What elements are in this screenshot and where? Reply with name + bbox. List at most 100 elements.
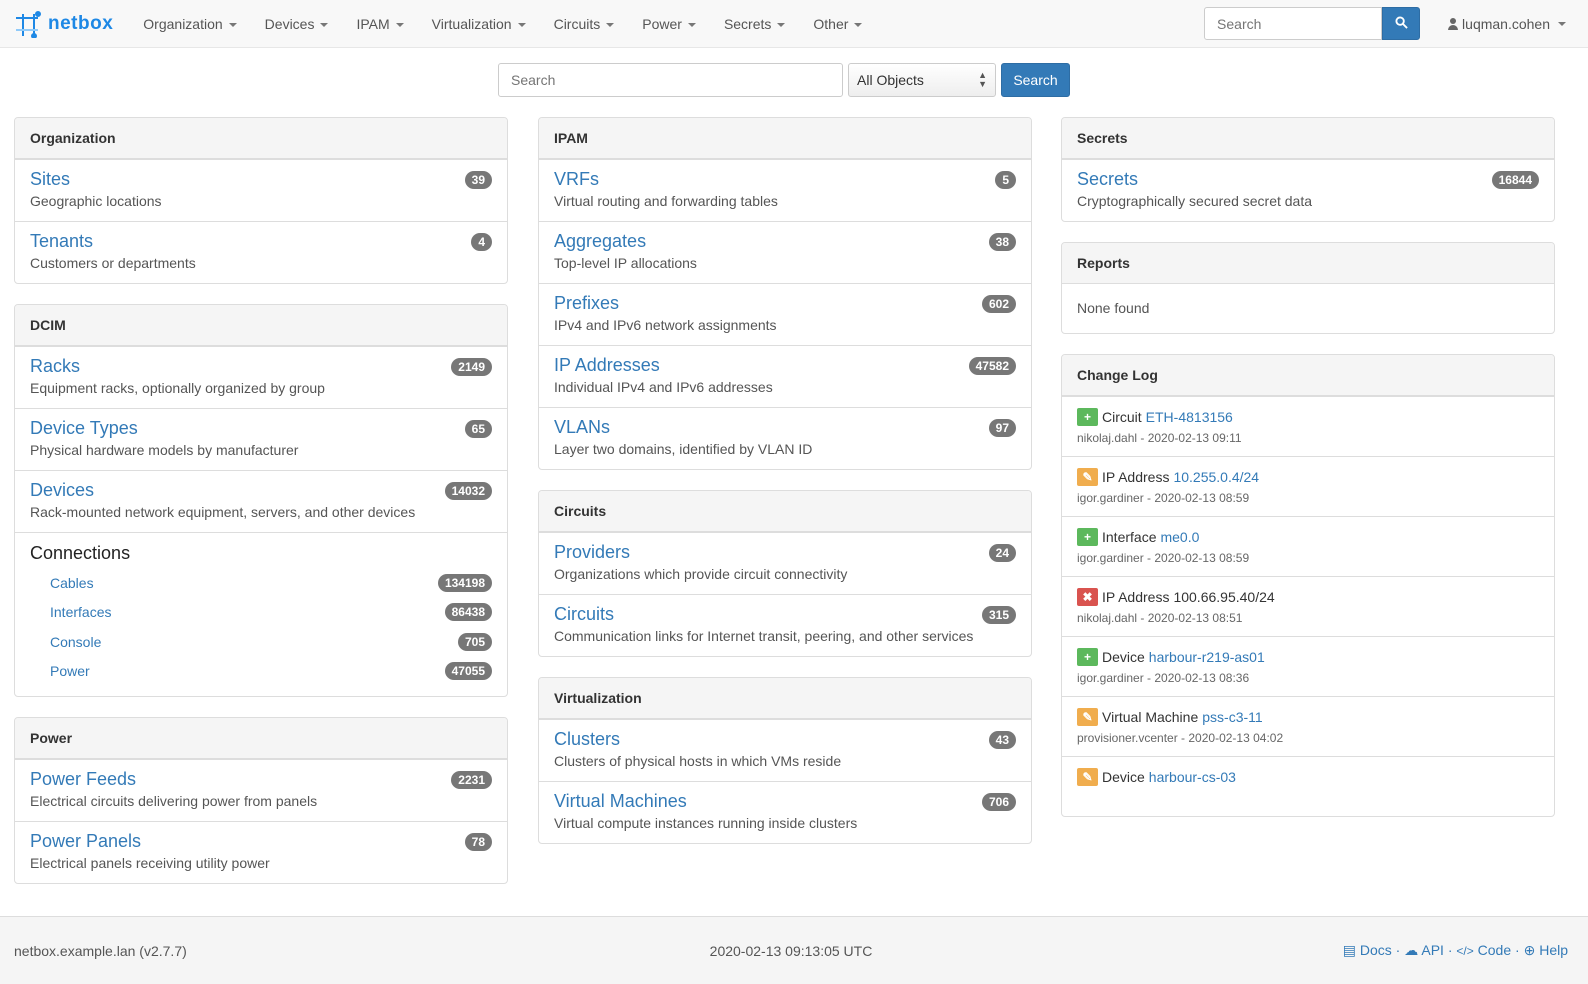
global-search: All Objects ▲▼ Search [498,63,1070,97]
racks-link[interactable]: Racks [30,356,81,376]
footer-time: 2020-02-13 09:13:05 UTC [709,942,873,959]
change-meta [1077,791,1539,805]
count-badge: 14032 [444,481,492,500]
object-link[interactable]: ETH-4813156 [1145,409,1233,425]
interfaces-link[interactable]: Interfaces [50,604,112,621]
empty-message: None found [1077,300,1150,316]
panel-ipam: IPAM VRFs 5 Virtual routing and forwarding … [538,117,1032,470]
list-item-racks: Racks 2149 Equipment racks, optionally org… [15,346,507,408]
help-link[interactable]: ⊕ Help [1524,942,1568,958]
console-link[interactable]: Console [50,633,102,650]
change-meta: nikolaj.dahl - 2020-02-13 09:11 [1077,431,1242,445]
object-link[interactable]: me0.0 [1160,529,1200,545]
secrets-link[interactable]: Secrets [1077,169,1139,189]
nav-search-button[interactable] [1382,7,1421,40]
item-description: Electrical circuits delivering power fro… [30,793,318,809]
providers-link[interactable]: Providers [554,542,631,562]
count-badge: 38 [988,232,1016,251]
nav-search-input[interactable] [1204,7,1383,40]
devices-link[interactable]: Devices [30,480,95,500]
vlans-link[interactable]: VLANs [554,417,611,437]
count-badge: 78 [464,832,492,851]
cloud-icon: ☁ [1404,942,1419,958]
object-link[interactable]: harbour-cs-03 [1148,769,1236,785]
object-type: IP Address [1102,589,1170,605]
footer-links: ▤ Docs · ☁ API · </> Code · ⊕ Help [1342,942,1568,958]
nav-menu-organization[interactable]: Organization [129,16,250,32]
change-meta: provisioner.vcenter - 2020-02-13 04:02 [1077,731,1284,745]
panel-heading: Power [15,718,507,759]
panel-heading: Virtualization [539,678,1031,719]
nav-menu-devices[interactable]: Devices [251,16,343,32]
list-item-console: Console 705 [30,627,492,657]
count-badge: 16844 [1491,170,1539,189]
panel-dcim: DCIM Racks 2149 Equipment racks, optionally… [14,304,508,697]
object-type: Circuit [1102,409,1142,425]
device-types-link[interactable]: Device Types [30,418,138,438]
brand-name: netbox [48,12,114,34]
item-description: Communication links for Internet transit… [554,628,974,644]
count-badge: 706 [981,792,1016,811]
virtual-machines-link[interactable]: Virtual Machines [554,791,687,811]
object-link[interactable]: pss-c3-11 [1202,709,1263,725]
nav-menu-other[interactable]: Other [799,16,876,32]
object-type-select[interactable]: All Objects ▲ ▼ [848,63,996,97]
circuits-link[interactable]: Circuits [554,604,615,624]
clusters-link[interactable]: Clusters [554,729,621,749]
user-menu[interactable]: luqman.cohen [1448,16,1566,32]
nav-menu-secrets[interactable]: Secrets [710,16,799,32]
plus-icon: + [1077,408,1098,426]
nav-search [1204,7,1421,40]
power-panels-link[interactable]: Power Panels [30,831,142,851]
nav-menu-ipam[interactable]: IPAM [342,16,417,32]
column-left: Organization Sites 39 Geographic locations T… [14,117,508,904]
panel-circuits: Circuits Providers 24 Organizations which p… [538,490,1032,657]
search-button[interactable]: Search [1001,63,1070,97]
object-link[interactable]: 10.255.0.4/24 [1173,469,1260,485]
panel-heading: Change Log [1062,355,1554,396]
panel-heading: IPAM [539,118,1031,159]
power-link[interactable]: Power [50,663,90,680]
item-description: Organizations which provide circuit conn… [554,566,848,582]
cables-link[interactable]: Cables [50,574,94,591]
api-link[interactable]: ☁ API [1404,942,1444,958]
aggregates-link[interactable]: Aggregates [554,231,647,251]
object-link[interactable]: harbour-r219-as01 [1148,649,1265,665]
prefixes-link[interactable]: Prefixes [554,293,620,313]
ip-addresses-link[interactable]: IP Addresses [554,355,660,375]
code-link[interactable]: </> Code [1456,942,1511,958]
nav-menu-power[interactable]: Power [628,16,710,32]
item-description: Virtual routing and forwarding tables [554,193,778,209]
list-item-vrfs: VRFs 5 Virtual routing and forwarding tabl… [539,159,1031,221]
count-badge: 5 [995,170,1016,189]
docs-label: Docs [1359,942,1392,958]
plus-icon: + [1077,648,1098,666]
column-middle: IPAM VRFs 5 Virtual routing and forwarding … [538,117,1032,864]
list-item-virtual-machines: Virtual Machines 706 Virtual compute insta… [539,781,1031,843]
item-description: Clusters of physical hosts in which VMs … [554,753,842,769]
user-icon [1448,17,1459,30]
sites-link[interactable]: Sites [30,169,71,189]
pencil-icon: ✎ [1077,768,1098,786]
tenants-link[interactable]: Tenants [30,231,94,251]
change-log-entry: + Device harbour-r219-as01 igor.gardiner - … [1062,636,1554,696]
power-feeds-link[interactable]: Power Feeds [30,769,137,789]
list-item-secrets: Secrets 16844 Cryptographically secured se… [1062,159,1554,221]
list-item-interfaces: Interfaces 86438 [30,598,492,628]
plus-icon: + [1077,528,1098,546]
list-item-providers: Providers 24 Organizations which provide c… [539,532,1031,594]
count-badge: 2231 [451,770,492,789]
object-type-value: All Objects [857,72,924,88]
search-input[interactable] [498,63,843,97]
trash-icon: ✖ [1077,588,1098,606]
list-item-tenants: Tenants 4 Customers or departments [15,221,507,283]
nav-menu-circuits[interactable]: Circuits [540,16,629,32]
netbox-logo[interactable]: netbox [14,10,113,38]
change-log-entry: + Circuit ETH-4813156 nikolaj.dahl - 2020-0… [1062,396,1554,456]
netbox-logo-icon [16,10,41,38]
docs-link[interactable]: ▤ Docs [1343,942,1392,958]
object-type: Interface [1102,529,1157,545]
vrfs-link[interactable]: VRFs [554,169,599,189]
code-icon: </> [1456,944,1474,958]
nav-menu-virtualization[interactable]: Virtualization [418,16,540,32]
